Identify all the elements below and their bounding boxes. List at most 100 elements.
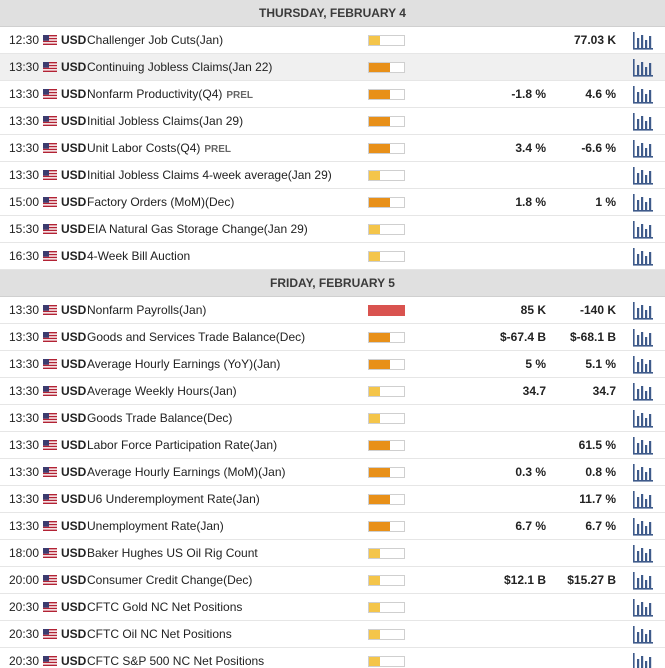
event-name[interactable]: Labor Force Participation Rate(Jan) — [87, 432, 281, 459]
impact-fill — [369, 576, 380, 585]
event-row[interactable]: 12:30 USD Challenger Job Cuts(Jan) 77.03… — [0, 27, 665, 54]
event-row[interactable]: 13:30 USD Average Hourly Earnings (YoY)(… — [0, 351, 665, 378]
event-row[interactable]: 20:30 USD CFTC Gold NC Net Positions — [0, 594, 665, 621]
event-name[interactable]: Goods and Services Trade Balance(Dec) — [87, 324, 309, 351]
event-row[interactable]: 13:30 USD Goods and Services Trade Balan… — [0, 324, 665, 351]
bar-chart-icon[interactable] — [632, 464, 654, 482]
bar-chart-icon[interactable] — [632, 59, 654, 77]
currency-code: USD — [61, 546, 87, 560]
event-row[interactable]: 13:30 USD Initial Jobless Claims 4-week … — [0, 162, 665, 189]
bar-chart-icon[interactable] — [632, 248, 654, 266]
bar-chart-icon[interactable] — [632, 626, 654, 644]
event-row[interactable]: 13:30 USD U6 Underemployment Rate(Jan) 1… — [0, 486, 665, 513]
us-flag-icon — [43, 224, 57, 234]
impact-indicator — [368, 440, 405, 451]
event-row[interactable]: 18:00 USD Baker Hughes US Oil Rig Count — [0, 540, 665, 567]
event-name[interactable]: Average Hourly Earnings (YoY)(Jan) — [87, 351, 284, 378]
bar-chart-icon[interactable] — [632, 410, 654, 428]
event-row[interactable]: 13:30 USD Nonfarm Payrolls(Jan) 85 K -14… — [0, 297, 665, 324]
actual-value — [490, 405, 546, 432]
event-row[interactable]: 20:00 USD Consumer Credit Change(Dec) $1… — [0, 567, 665, 594]
event-row[interactable]: 20:30 USD CFTC Oil NC Net Positions — [0, 621, 665, 648]
previous-value: $-68.1 B — [569, 330, 616, 344]
event-row[interactable]: 13:30 USD Initial Jobless Claims(Jan 29) — [0, 108, 665, 135]
bar-chart-icon[interactable] — [632, 113, 654, 131]
us-flag-icon — [43, 251, 57, 261]
event-name[interactable]: Consumer Credit Change(Dec) — [87, 567, 256, 594]
event-name[interactable]: Continuing Jobless Claims(Jan 22) — [87, 54, 276, 81]
event-time: 13:30 — [9, 168, 40, 182]
impact-indicator — [368, 251, 405, 262]
event-name[interactable]: Initial Jobless Claims(Jan 29) — [87, 108, 247, 135]
event-row[interactable]: 13:30 USD Unit Labor Costs(Q4) PREL 3.4 %… — [0, 135, 665, 162]
bar-chart-icon[interactable] — [632, 194, 654, 212]
bar-chart-icon[interactable] — [632, 329, 654, 347]
event-row[interactable]: 13:30 USD Unemployment Rate(Jan) 6.7 % 6… — [0, 513, 665, 540]
bar-chart-icon[interactable] — [632, 167, 654, 185]
event-row[interactable]: 20:30 USD CFTC S&P 500 NC Net Positions — [0, 648, 665, 668]
event-name-text: Average Weekly Hours(Jan) — [87, 384, 237, 398]
event-name[interactable]: Average Hourly Earnings (MoM)(Jan) — [87, 459, 290, 486]
event-name[interactable]: U6 Underemployment Rate(Jan) — [87, 486, 264, 513]
impact-indicator — [368, 467, 405, 478]
actual-value — [490, 216, 546, 243]
event-row[interactable]: 13:30 USD Average Hourly Earnings (MoM)(… — [0, 459, 665, 486]
event-name[interactable]: Factory Orders (MoM)(Dec) — [87, 189, 238, 216]
event-name[interactable]: Challenger Job Cuts(Jan) — [87, 27, 227, 54]
event-time: 13:30 — [9, 114, 40, 128]
event-row[interactable]: 16:30 USD 4-Week Bill Auction — [0, 243, 665, 270]
bar-chart-icon[interactable] — [632, 302, 654, 320]
bar-chart-icon[interactable] — [632, 518, 654, 536]
bar-chart-icon[interactable] — [632, 383, 654, 401]
event-name-text: 4-Week Bill Auction — [87, 249, 191, 263]
event-name[interactable]: Unit Labor Costs(Q4) PREL — [87, 135, 231, 162]
previous-value: 1 % — [595, 195, 616, 209]
impact-fill — [369, 549, 380, 558]
bar-chart-icon[interactable] — [632, 356, 654, 374]
bar-chart-icon[interactable] — [632, 653, 654, 668]
bar-chart-icon[interactable] — [632, 491, 654, 509]
event-name[interactable]: CFTC Oil NC Net Positions — [87, 621, 236, 648]
event-row[interactable]: 13:30 USD Nonfarm Productivity(Q4) PREL -… — [0, 81, 665, 108]
event-name-text: Consumer Credit Change(Dec) — [87, 573, 253, 587]
event-row[interactable]: 13:30 USD Continuing Jobless Claims(Jan … — [0, 54, 665, 81]
event-name-text: Unit Labor Costs(Q4) — [87, 141, 201, 155]
previous-value — [556, 243, 616, 270]
bar-chart-icon[interactable] — [632, 572, 654, 590]
event-time: 20:30 — [9, 654, 40, 668]
event-name[interactable]: 4-Week Bill Auction — [87, 243, 194, 270]
event-name[interactable]: Initial Jobless Claims 4-week average(Ja… — [87, 162, 336, 189]
event-name[interactable]: Nonfarm Productivity(Q4) PREL — [87, 81, 253, 108]
event-row[interactable]: 13:30 USD Labor Force Participation Rate… — [0, 432, 665, 459]
bar-chart-icon[interactable] — [632, 32, 654, 50]
event-name[interactable]: Average Weekly Hours(Jan) — [87, 378, 241, 405]
bar-chart-icon[interactable] — [632, 545, 654, 563]
actual-value — [490, 243, 546, 270]
event-row[interactable]: 15:30 USD EIA Natural Gas Storage Change… — [0, 216, 665, 243]
event-name[interactable]: Nonfarm Payrolls(Jan) — [87, 297, 210, 324]
event-name-text: Challenger Job Cuts(Jan) — [87, 33, 224, 47]
impact-indicator — [368, 305, 405, 316]
event-name[interactable]: EIA Natural Gas Storage Change(Jan 29) — [87, 216, 312, 243]
currency-code: USD — [61, 357, 87, 371]
currency-code: USD — [61, 573, 87, 587]
event-name[interactable]: CFTC Gold NC Net Positions — [87, 594, 246, 621]
us-flag-icon — [43, 35, 57, 45]
event-name[interactable]: Goods Trade Balance(Dec) — [87, 405, 236, 432]
impact-fill — [369, 522, 390, 531]
event-row[interactable]: 13:30 USD Goods Trade Balance(Dec) — [0, 405, 665, 432]
bar-chart-icon[interactable] — [632, 86, 654, 104]
impact-fill — [369, 63, 390, 72]
event-name[interactable]: CFTC S&P 500 NC Net Positions — [87, 648, 268, 668]
event-name[interactable]: Unemployment Rate(Jan) — [87, 513, 228, 540]
bar-chart-icon[interactable] — [632, 599, 654, 617]
bar-chart-icon[interactable] — [632, 437, 654, 455]
bar-chart-icon[interactable] — [632, 221, 654, 239]
bar-chart-icon[interactable] — [632, 140, 654, 158]
event-row[interactable]: 13:30 USD Average Weekly Hours(Jan) 34.7… — [0, 378, 665, 405]
actual-value — [490, 621, 546, 648]
event-name[interactable]: Baker Hughes US Oil Rig Count — [87, 540, 262, 567]
event-row[interactable]: 15:00 USD Factory Orders (MoM)(Dec) 1.8 … — [0, 189, 665, 216]
event-name-text: Goods Trade Balance(Dec) — [87, 411, 233, 425]
